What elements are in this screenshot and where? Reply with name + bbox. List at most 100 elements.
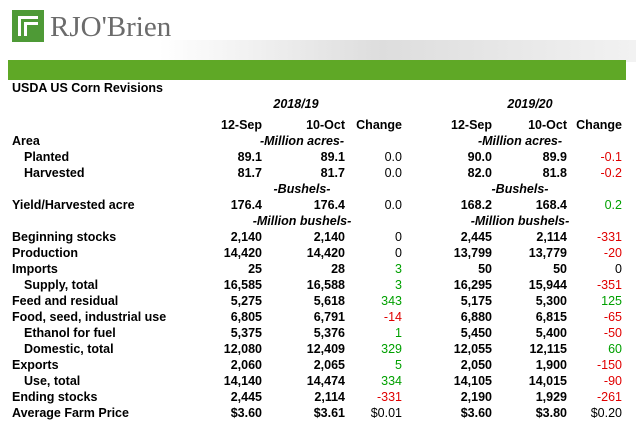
cell: -14 xyxy=(383,310,402,324)
year-header: 2018/19 xyxy=(273,97,319,111)
row-label: Beginning stocks xyxy=(12,230,117,244)
cell: -0.1 xyxy=(600,150,622,164)
cell: 5,300 xyxy=(535,294,567,308)
cell: -331 xyxy=(596,230,622,244)
cell: 1,900 xyxy=(535,358,567,372)
cell: 89.1 xyxy=(320,150,345,164)
column-header: 12-Sep xyxy=(451,118,492,132)
unit-label: -Million acres- xyxy=(477,134,563,148)
cell: $3.61 xyxy=(313,406,345,420)
cell: 6,791 xyxy=(313,310,345,324)
cell: -331 xyxy=(376,390,402,404)
cell: 343 xyxy=(381,294,402,308)
cell: 176.4 xyxy=(313,198,345,212)
unit-label: -Bushels- xyxy=(273,182,331,196)
cell: 0 xyxy=(615,262,622,276)
row-label: Ending stocks xyxy=(12,390,98,404)
cell: 0 xyxy=(395,246,402,260)
cell: 6,815 xyxy=(535,310,567,324)
cell: 90.0 xyxy=(467,150,492,164)
cell: $3.80 xyxy=(535,406,567,420)
cell: 81.7 xyxy=(237,166,262,180)
unit-label: -Bushels- xyxy=(491,182,549,196)
cell: -50 xyxy=(603,326,622,340)
cell: 14,474 xyxy=(306,374,345,388)
cell: -65 xyxy=(603,310,622,324)
cell: 0.0 xyxy=(384,198,402,212)
cell: 2,190 xyxy=(460,390,492,404)
table-title: USDA US Corn Revisions xyxy=(12,81,163,95)
cell: 334 xyxy=(381,374,402,388)
cell: 168.4 xyxy=(535,198,567,212)
cell: 14,015 xyxy=(528,374,567,388)
cell: -261 xyxy=(596,390,622,404)
cell: 1,929 xyxy=(535,390,567,404)
cell: 3 xyxy=(395,278,402,292)
column-header: 10-Oct xyxy=(306,118,345,132)
cell: 1 xyxy=(395,326,402,340)
unit-label: -Million bushels- xyxy=(470,214,570,228)
cell: 6,880 xyxy=(460,310,492,324)
cell: 14,105 xyxy=(453,374,492,388)
cell: 81.8 xyxy=(542,166,567,180)
cell: 16,295 xyxy=(453,278,492,292)
cell: -351 xyxy=(596,278,622,292)
row-label: Supply, total xyxy=(24,278,99,292)
cell: 13,799 xyxy=(453,246,492,260)
cell: 50 xyxy=(553,262,567,276)
cell: 13,779 xyxy=(528,246,567,260)
row-label: Harvested xyxy=(24,166,85,180)
year-header: 2019/20 xyxy=(507,97,553,111)
cell: 2,114 xyxy=(314,390,345,404)
cell: 0.0 xyxy=(384,166,402,180)
cell: 2,050 xyxy=(460,358,492,372)
cell: 16,588 xyxy=(306,278,345,292)
cell: 5,175 xyxy=(460,294,492,308)
row-label: Ethanol for fuel xyxy=(24,326,116,340)
cell: 25 xyxy=(248,262,262,276)
cell: 60 xyxy=(608,342,622,356)
column-header: Change xyxy=(356,118,402,132)
header-band xyxy=(0,40,636,62)
cell: 89.1 xyxy=(237,150,262,164)
cell: 5,618 xyxy=(313,294,345,308)
cell: 5,450 xyxy=(460,326,492,340)
cell: 82.0 xyxy=(467,166,492,180)
unit-label: -Million bushels- xyxy=(252,214,352,228)
cell: 14,420 xyxy=(306,246,345,260)
cell: 176.4 xyxy=(230,198,262,212)
cell: 329 xyxy=(381,342,402,356)
cell: 6,805 xyxy=(230,310,262,324)
cell: $0.01 xyxy=(370,406,402,420)
row-label: Area xyxy=(12,134,40,148)
row-label: Exports xyxy=(12,358,59,372)
row-label: Food, seed, industrial use xyxy=(12,310,167,324)
cell: 2,140 xyxy=(230,230,262,244)
cell: 5,375 xyxy=(230,326,262,340)
cell: 16,585 xyxy=(223,278,262,292)
cell: 5,275 xyxy=(230,294,262,308)
cell: $3.60 xyxy=(230,406,262,420)
cell: -0.2 xyxy=(600,166,622,180)
cell: 12,055 xyxy=(453,342,492,356)
row-label: Feed and residual xyxy=(12,294,119,308)
cell: 2,140 xyxy=(313,230,345,244)
row-label: Use, total xyxy=(24,374,81,388)
row-label: Planted xyxy=(24,150,70,164)
cell: 2,445 xyxy=(230,390,262,404)
cell: 15,944 xyxy=(528,278,567,292)
cell: 2,060 xyxy=(230,358,262,372)
cell: 2,114 xyxy=(536,230,567,244)
row-label: Domestic, total xyxy=(24,342,114,356)
cell: 125 xyxy=(601,294,622,308)
cell: 14,420 xyxy=(223,246,262,260)
row-label: Production xyxy=(12,246,78,260)
row-label: Average Farm Price xyxy=(12,406,129,420)
cell: -90 xyxy=(603,374,622,388)
cell: 3 xyxy=(395,262,402,276)
logo-icon xyxy=(12,10,44,42)
column-header: 12-Sep xyxy=(221,118,262,132)
unit-label: -Million acres- xyxy=(259,134,345,148)
cell: 2,065 xyxy=(313,358,345,372)
